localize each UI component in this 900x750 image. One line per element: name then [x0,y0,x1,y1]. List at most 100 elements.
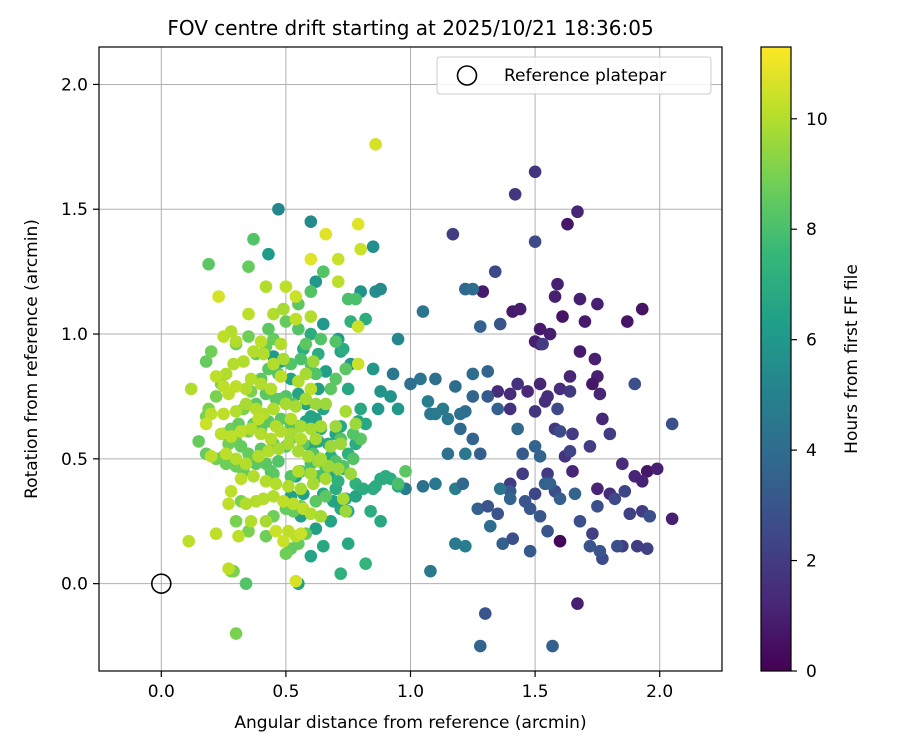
data-point [324,440,338,453]
data-point [359,417,372,431]
data-point [254,377,268,391]
colorbar-gradient [760,46,792,672]
data-point [316,317,330,331]
data-point [473,447,487,461]
x-tick-label: 0.5 [272,682,299,702]
data-point [234,425,248,438]
data-point [192,435,205,448]
chart-title: FOV centre drift starting at 2025/10/21 … [167,16,653,40]
data-point [374,514,387,528]
data-point [229,514,243,528]
data-point [262,445,275,458]
data-point [199,355,213,368]
data-point [506,532,519,546]
data-point [274,337,288,351]
x-axis-label: Angular distance from reference (arcmin) [234,713,586,733]
data-point [209,370,223,383]
data-point [217,407,230,421]
data-point [279,547,293,560]
data-point [466,390,480,403]
data-point [528,165,542,179]
data-point [199,417,213,431]
data-point [204,450,218,463]
data-point [571,205,584,219]
data-point [384,390,397,403]
data-point [349,292,362,306]
data-point [556,310,569,323]
data-point [571,597,584,610]
data-point [257,347,270,361]
data-point [262,247,275,261]
data-point [319,365,333,378]
data-point [441,412,455,426]
data-point [287,497,300,511]
data-point [366,362,380,376]
data-point [454,407,467,421]
data-point [359,557,372,570]
data-point [608,492,622,506]
data-point [603,427,617,441]
legend-box [436,56,712,95]
data-point [277,352,290,366]
data-point [294,527,308,541]
data-point [219,457,233,471]
data-point [294,482,308,496]
data-point [586,527,599,541]
data-point [459,447,472,461]
data-point [561,217,574,231]
data-point [491,402,505,416]
data-point [341,537,355,551]
data-point [284,412,298,426]
data-point [473,639,487,653]
data-point [279,280,293,293]
data-point [553,425,567,438]
data-point [351,320,365,333]
data-point [252,450,265,463]
data-point [257,492,270,506]
data-point [551,402,564,416]
data-point [533,450,547,463]
data-point [621,315,634,328]
data-point [324,514,338,528]
data-point [209,527,223,541]
data-point [224,484,238,498]
data-point [304,327,318,341]
data-point [429,407,442,421]
data-point [366,240,380,253]
colorbar-label: Hours from first FF file [842,264,862,454]
data-point [449,537,462,551]
data-point [536,337,549,351]
data-point [247,470,260,483]
data-point [596,412,609,426]
data-point [588,352,602,366]
data-point [424,564,437,578]
data-point [635,475,649,488]
data-point [371,402,385,416]
data-point [264,432,278,446]
data-point [516,447,529,461]
data-point [573,514,587,528]
data-point [224,430,238,443]
data-point [292,322,305,336]
data-point [329,372,343,386]
legend-marker [456,65,478,86]
data-point [528,440,542,453]
colorbar-tick-label: 8 [806,220,817,240]
data-point [481,390,495,403]
data-point [247,232,260,246]
data-point [466,432,480,446]
data-point [459,539,472,553]
data-point [416,305,430,318]
data-point [277,494,290,508]
y-tick-label: 0.0 [61,575,88,595]
data-point [304,467,318,481]
data-point [481,499,495,513]
colorbar-tick-label: 4 [806,441,817,461]
data-point [496,537,510,551]
data-point [376,472,390,486]
data-point [404,377,417,391]
data-point [242,447,255,461]
data-point [491,507,505,521]
data-point [307,477,320,491]
data-point [329,335,343,348]
